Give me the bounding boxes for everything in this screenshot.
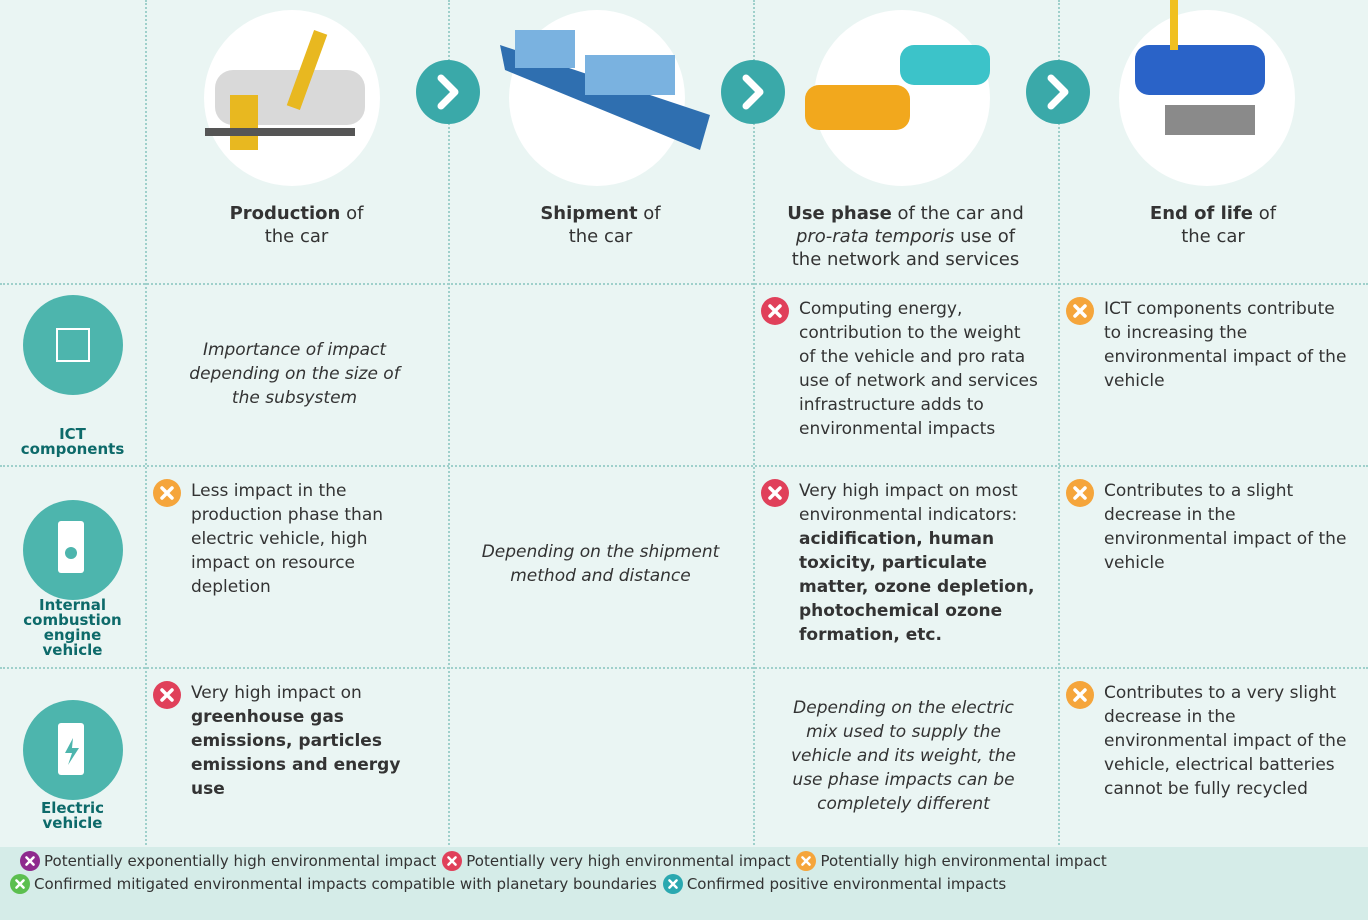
impact-icon <box>1066 681 1094 709</box>
text-part: Shipment <box>540 203 638 224</box>
row-label: ICT components <box>20 425 125 458</box>
legend-item: Potentially high environmental impact <box>796 851 1107 871</box>
legend-text: Potentially very high environmental impa… <box>466 852 791 870</box>
cell: Importance of impact depending on the si… <box>153 283 436 465</box>
stage-title: End of life of the car <box>1138 202 1288 248</box>
impact-icon <box>10 874 30 894</box>
column-divider <box>753 0 755 845</box>
cell: Computing energy, contribution to the we… <box>761 297 1046 465</box>
text-part: Very high impact on most environmental i… <box>799 481 1018 525</box>
impact-icon <box>20 851 40 871</box>
cell: Depending on the electric mix used to su… <box>761 667 1046 845</box>
legend-row: Potentially exponentially high environme… <box>20 851 1113 871</box>
cell: Contributes to a slight decrease in the … <box>1066 479 1356 667</box>
row-divider <box>0 283 1368 285</box>
column-divider <box>448 0 450 845</box>
text-part: Importance of impact depending on the si… <box>189 340 400 408</box>
cell-text: Contributes to a slight decrease in the … <box>1104 479 1356 667</box>
text-part: Less impact in the production phase than… <box>191 481 384 597</box>
stage-title: Shipment of the car <box>526 202 676 248</box>
text-part: of the car and <box>891 203 1024 224</box>
cell-text: Importance of impact depending on the si… <box>173 338 416 410</box>
column-divider <box>145 0 147 845</box>
cell-text: Very high impact on greenhouse gas emiss… <box>191 681 436 845</box>
stage-illustrations <box>204 0 1295 186</box>
impact-icon <box>796 851 817 871</box>
legend-text: Confirmed positive environmental impacts <box>686 875 1007 893</box>
cell: ICT components contribute to increasing … <box>1066 297 1356 465</box>
impact-icon <box>761 297 789 325</box>
text-part: greenhouse gas emissions, particles emis… <box>191 707 401 799</box>
legend-item: Confirmed positive environmental impacts <box>662 874 1007 894</box>
legend-text: Confirmed mitigated environmental impact… <box>34 875 657 893</box>
cell: Less impact in the production phase than… <box>153 479 436 667</box>
text-part: Depending on the shipment method and dis… <box>481 542 720 586</box>
legend: Potentially exponentially high environme… <box>0 847 1368 920</box>
legend-text: Potentially high environmental impact <box>820 852 1107 870</box>
row-divider <box>0 465 1368 467</box>
cell-text: Less impact in the production phase than… <box>191 479 436 667</box>
text-part: Contributes to a slight decrease in the … <box>1104 481 1347 573</box>
stage-title: Production of the car <box>222 202 372 248</box>
cell: Very high impact on greenhouse gas emiss… <box>153 681 436 845</box>
row-icons <box>23 295 123 800</box>
cell-text: Computing energy, contribution to the we… <box>799 297 1046 465</box>
cell-text: Contributes to a very slight decrease in… <box>1104 681 1356 845</box>
text-part: pro-rata temporis <box>795 226 955 247</box>
text-part: Depending on the electric mix used to su… <box>790 698 1016 814</box>
cell-text: Depending on the electric mix used to su… <box>781 696 1026 816</box>
row-label: Electric vehicle <box>40 799 105 832</box>
text-part: End of life <box>1149 203 1254 224</box>
text-part: Very high impact on <box>191 683 362 703</box>
row-divider <box>0 667 1368 669</box>
text-part: Contributes to a very slight decrease in… <box>1104 683 1347 799</box>
legend-item: Potentially exponentially high environme… <box>20 851 436 871</box>
text-part: Computing energy, contribution to the we… <box>799 299 1038 439</box>
text-part: acidification, human toxicity, particula… <box>799 529 1035 645</box>
impact-icon <box>153 681 181 709</box>
legend-text: Potentially exponentially high environme… <box>44 852 437 870</box>
impact-icon <box>761 479 789 507</box>
text-part: of the car <box>264 203 364 247</box>
text-part: ICT components contribute to increasing … <box>1104 299 1347 391</box>
text-part: of the car <box>1181 203 1277 247</box>
cell: Very high impact on most environmental i… <box>761 479 1046 667</box>
impact-icon <box>153 479 181 507</box>
impact-icon <box>1066 297 1094 325</box>
legend-item: Potentially very high environmental impa… <box>442 851 790 871</box>
text: Depending on the shipment method and dis… <box>468 540 733 588</box>
column-divider <box>1058 0 1060 845</box>
impact-icon <box>662 874 683 894</box>
cell-text: Very high impact on most environmental i… <box>799 479 1046 667</box>
impact-icon <box>1066 479 1094 507</box>
cell: Contributes to a very slight decrease in… <box>1066 681 1356 845</box>
row-label: Internal combustion engine vehicle <box>23 596 122 659</box>
cell-text: ICT components contribute to increasing … <box>1104 297 1356 465</box>
stage-title: Use phase of the car and pro-rata tempor… <box>781 202 1031 271</box>
text-part: of the car <box>568 203 661 247</box>
text-part: use of the network and services <box>791 226 1020 270</box>
shipment-note: Depending on the shipment method and dis… <box>448 283 753 845</box>
legend-item: Confirmed mitigated environmental impact… <box>10 874 657 894</box>
text-part: Production <box>229 203 341 224</box>
legend-row: Confirmed mitigated environmental impact… <box>10 874 1012 894</box>
impact-icon <box>442 851 463 871</box>
text-part: Use phase <box>787 203 892 224</box>
